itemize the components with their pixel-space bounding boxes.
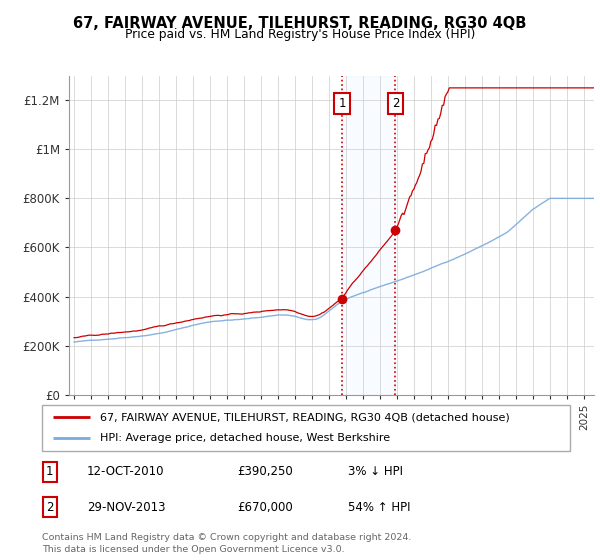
- Text: 29-NOV-2013: 29-NOV-2013: [87, 501, 166, 514]
- Text: 3% ↓ HPI: 3% ↓ HPI: [348, 465, 403, 478]
- Text: 67, FAIRWAY AVENUE, TILEHURST, READING, RG30 4QB (detached house): 67, FAIRWAY AVENUE, TILEHURST, READING, …: [100, 412, 510, 422]
- Text: HPI: Average price, detached house, West Berkshire: HPI: Average price, detached house, West…: [100, 433, 390, 444]
- Text: £390,250: £390,250: [238, 465, 293, 478]
- Text: 54% ↑ HPI: 54% ↑ HPI: [348, 501, 411, 514]
- Text: 1: 1: [338, 97, 346, 110]
- Bar: [342, 76, 395, 395]
- Text: 67, FAIRWAY AVENUE, TILEHURST, READING, RG30 4QB: 67, FAIRWAY AVENUE, TILEHURST, READING, …: [73, 16, 527, 31]
- Text: 2: 2: [46, 501, 53, 514]
- FancyBboxPatch shape: [42, 405, 570, 451]
- Text: 12-OCT-2010: 12-OCT-2010: [87, 465, 164, 478]
- Text: 1: 1: [46, 465, 53, 478]
- Text: 2: 2: [392, 97, 399, 110]
- Text: Price paid vs. HM Land Registry's House Price Index (HPI): Price paid vs. HM Land Registry's House …: [125, 28, 475, 41]
- Text: Contains HM Land Registry data © Crown copyright and database right 2024.
This d: Contains HM Land Registry data © Crown c…: [42, 533, 412, 554]
- Text: £670,000: £670,000: [238, 501, 293, 514]
